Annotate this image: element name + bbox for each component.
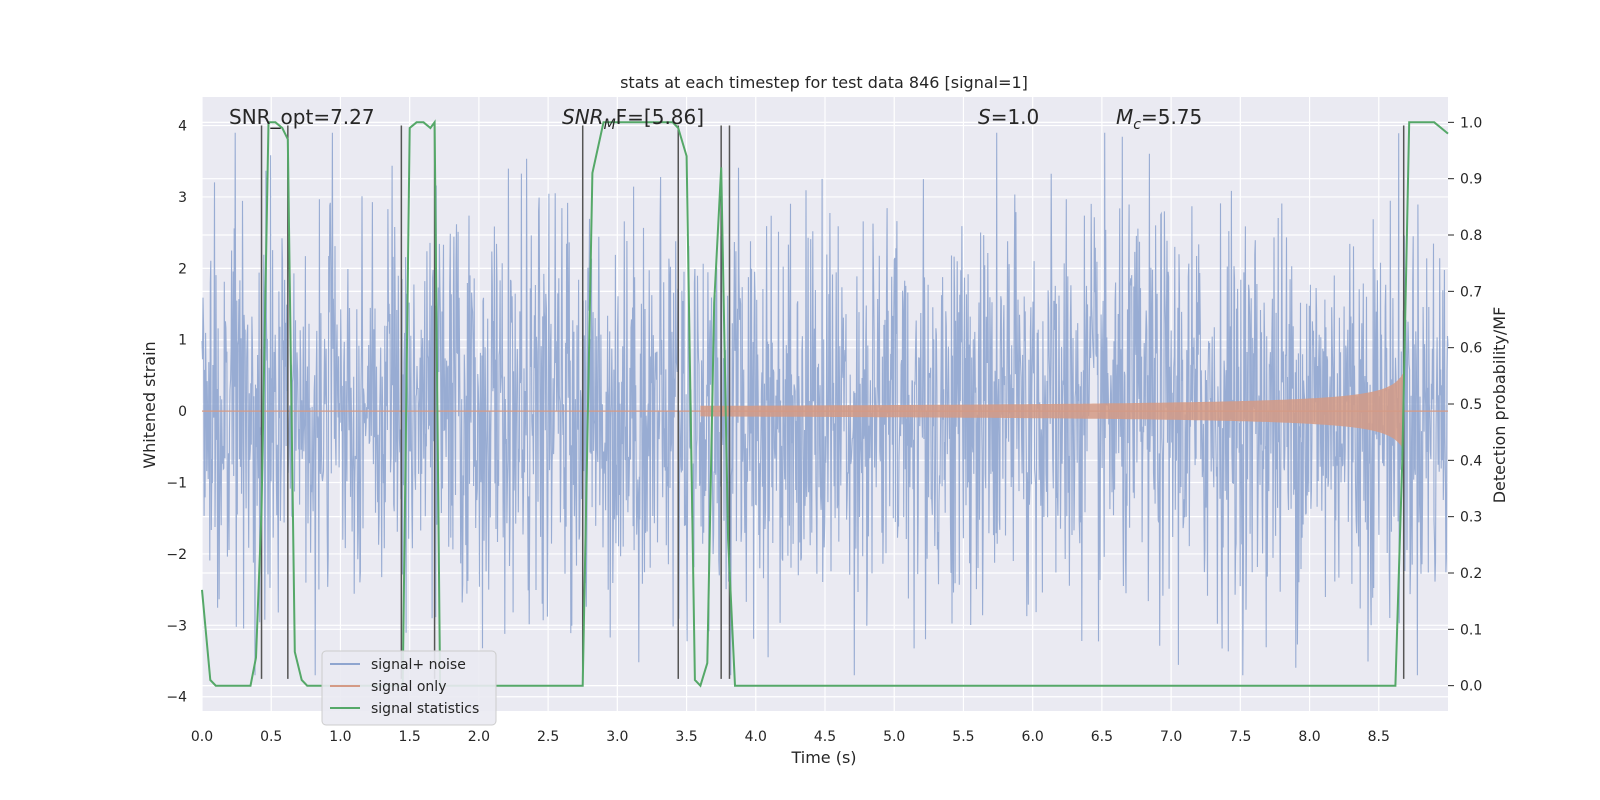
y-tick-label: 0 <box>178 404 187 420</box>
y-right-tick-label: 0.3 <box>1460 510 1482 526</box>
x-axis-label: Time (s) <box>790 748 856 767</box>
signal-only-envelope <box>700 371 1404 451</box>
y-tick-labels: 4 3 2 1 0 −1 −2 −3 −4 <box>166 119 187 706</box>
x-tick-label: 7.0 <box>1160 729 1182 745</box>
x-tick-label: 2.5 <box>537 729 559 745</box>
y-tick-label: −2 <box>166 547 187 563</box>
snr-mf-sub: M <box>604 117 616 133</box>
y-right-tick-label: 0.7 <box>1460 284 1482 300</box>
snr-mf-rest: F=[5.86] <box>616 105 704 129</box>
legend-label-signal-noise: signal+ noise <box>371 657 466 673</box>
y-right-tick-labels: 1.0 0.9 0.8 0.7 0.6 0.5 0.4 0.3 0.2 0.1 0.0 <box>1448 115 1482 695</box>
x-tick-label: 8.5 <box>1368 729 1390 745</box>
mc-rest: =5.75 <box>1141 105 1202 129</box>
y-tick-label: 3 <box>178 190 187 206</box>
x-tick-label: 6.0 <box>1022 729 1044 745</box>
x-tick-label: 4.0 <box>745 729 767 745</box>
legend: signal+ noise signal only signal statist… <box>321 650 497 726</box>
y-axis-label: Whitened strain <box>140 341 159 468</box>
y-right-tick-label: 0.8 <box>1460 228 1482 244</box>
x-tick-label: 8.0 <box>1298 729 1320 745</box>
mc-var: M <box>1116 105 1133 129</box>
y-right-tick-label: 0.5 <box>1460 397 1482 413</box>
y-tick-label: −3 <box>166 618 187 634</box>
x-tick-label: 5.0 <box>883 729 905 745</box>
y-right-tick-label: 0.9 <box>1460 172 1482 188</box>
y-right-axis-label: Detection probability/MF <box>1490 307 1509 504</box>
s-var: S <box>978 105 991 129</box>
y-tick-label: −4 <box>166 690 187 706</box>
snr-mf-prefix: SNR <box>562 105 604 129</box>
signal-noise-series <box>201 132 1449 676</box>
x-tick-label: 5.5 <box>952 729 974 745</box>
y-right-tick-label: 0.6 <box>1460 341 1482 357</box>
x-tick-label: 2.0 <box>468 729 490 745</box>
chart-title: stats at each timestep for test data 846… <box>620 73 1028 92</box>
y-right-tick-label: 0.4 <box>1460 453 1482 469</box>
x-tick-label: 7.5 <box>1229 729 1251 745</box>
annotation-snr-opt: SNR_opt=7.27 <box>229 105 375 129</box>
x-tick-label: 3.5 <box>675 729 697 745</box>
legend-label-signal-only: signal only <box>371 679 446 695</box>
y-right-tick-label: 0.0 <box>1460 679 1482 695</box>
y-right-tick-label: 0.2 <box>1460 566 1482 582</box>
annotation-snr-mf: SNRMF=[5.86] <box>562 105 704 133</box>
annotation-s: S=1.0 <box>978 105 1039 129</box>
mc-sub: c <box>1133 117 1141 133</box>
y-right-tick-label: 1.0 <box>1460 115 1482 131</box>
x-tick-label: 4.5 <box>814 729 836 745</box>
signal-noise-line <box>201 132 1449 676</box>
s-rest: =1.0 <box>991 105 1040 129</box>
y-tick-label: 2 <box>178 261 187 277</box>
signal-only-series <box>202 371 1448 451</box>
y-tick-label: −1 <box>166 476 187 492</box>
x-tick-label: 1.5 <box>399 729 421 745</box>
x-tick-labels: 0.0 0.5 1.0 1.5 2.0 2.5 3.0 3.5 4.0 4.5 5.0 5.5 6.0 6… <box>191 729 1390 745</box>
legend-label-signal-statistics: signal statistics <box>371 701 479 717</box>
x-tick-label: 6.5 <box>1091 729 1113 745</box>
x-tick-label: 0.5 <box>260 729 282 745</box>
x-tick-label: 1.0 <box>329 729 351 745</box>
x-tick-label: 3.0 <box>606 729 628 745</box>
x-tick-label: 0.0 <box>191 729 213 745</box>
legend-box <box>321 650 497 726</box>
y-tick-label: 1 <box>178 333 187 349</box>
y-tick-label: 4 <box>178 119 187 135</box>
y-right-tick-label: 0.1 <box>1460 622 1482 638</box>
annotation-mc: Mc=5.75 <box>1116 105 1202 133</box>
